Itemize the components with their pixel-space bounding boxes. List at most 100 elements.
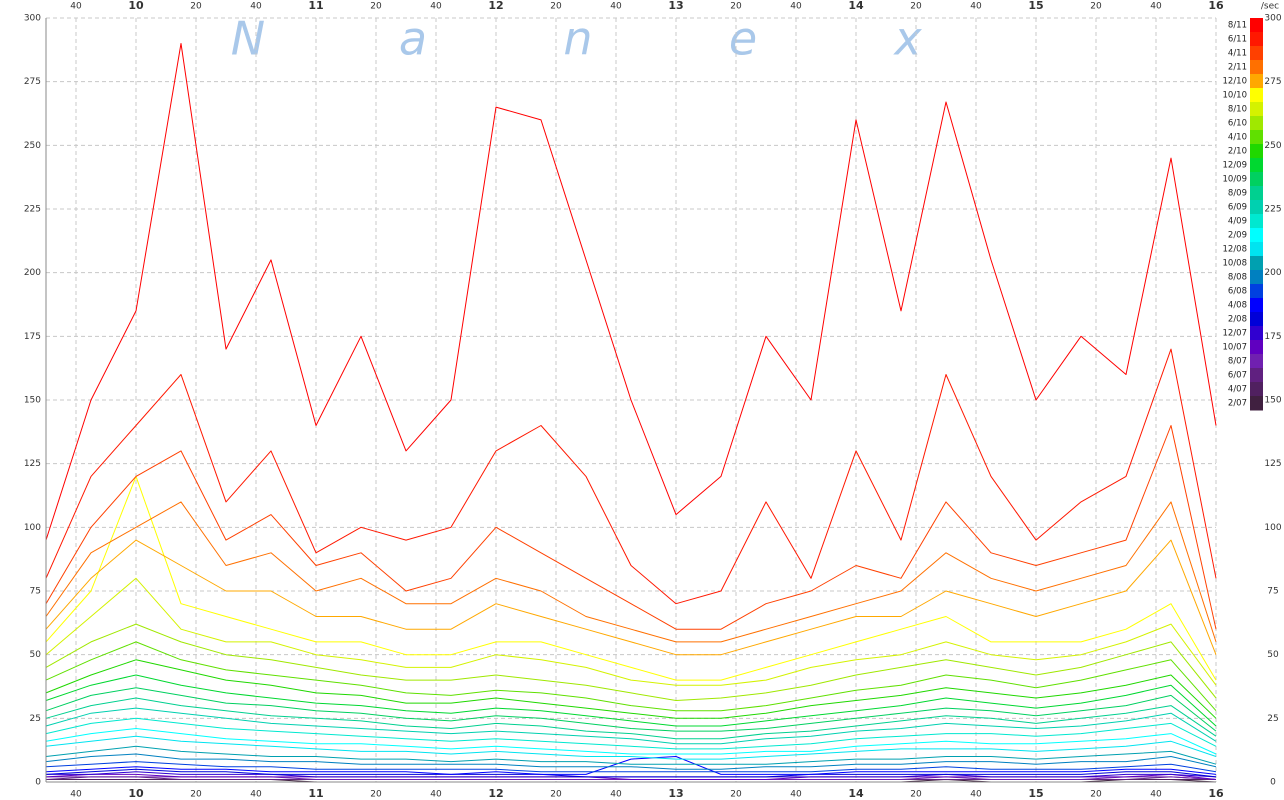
x-tick-label: 40 <box>1150 790 1162 800</box>
y2-tick-label: 25 <box>1267 714 1278 724</box>
y2-tick-label: 250 <box>1264 141 1281 151</box>
x-tick-label: 20 <box>910 790 922 800</box>
legend-label: 8/07 <box>1228 357 1247 367</box>
colorbar-swatch <box>1250 270 1263 285</box>
legend-label: 8/08 <box>1228 273 1247 283</box>
series-line <box>45 717 1217 750</box>
x-tick-label: 20 <box>730 790 742 800</box>
x-tick-label: 14 <box>848 787 864 800</box>
series-line <box>45 425 1217 630</box>
y-tick-label: 50 <box>30 650 42 660</box>
series-line <box>45 539 1217 656</box>
colorbar-swatch <box>1250 200 1263 215</box>
x-tick-label: 20 <box>370 790 382 800</box>
y2-tick-label: 0 <box>1270 778 1276 788</box>
series-line <box>45 745 1217 765</box>
watermark-letter: e <box>729 12 757 66</box>
legend-label: 12/08 <box>1223 245 1248 255</box>
colorbar-swatch <box>1250 172 1263 187</box>
colorbar-swatch <box>1250 228 1263 243</box>
series-line <box>45 687 1217 732</box>
series-line <box>45 348 1217 605</box>
x-tick-label: 11 <box>308 787 323 800</box>
y2-tick-label: 300 <box>1264 14 1281 24</box>
legend-label: 12/07 <box>1223 329 1248 339</box>
legend-label: 8/09 <box>1228 189 1247 199</box>
colorbar-swatch <box>1250 144 1263 159</box>
legend-label: 10/09 <box>1223 175 1248 185</box>
y-tick-label: 0 <box>35 778 41 788</box>
colorbar-swatch <box>1250 312 1263 327</box>
x-tick-label: 20 <box>1090 790 1102 800</box>
watermark-letter: N <box>231 12 265 66</box>
colorbar-swatch <box>1250 396 1263 411</box>
x-tick-label: 40 <box>610 2 622 12</box>
legend-label: 4/07 <box>1228 385 1247 395</box>
x-tick-label: 40 <box>250 790 262 800</box>
series-line <box>45 756 1217 775</box>
x-tick-label: 40 <box>70 2 82 12</box>
legend-label: 6/07 <box>1228 371 1247 381</box>
x-tick-label: 20 <box>550 2 562 12</box>
series-line <box>45 623 1217 701</box>
y-tick-label: 150 <box>24 396 41 406</box>
colorbar-swatch <box>1250 130 1263 145</box>
colorbar-swatch <box>1250 74 1263 89</box>
x-tick-label: 14 <box>848 0 864 12</box>
series-line <box>45 641 1217 712</box>
series-line <box>45 674 1217 727</box>
x-tick-label: 16 <box>1208 0 1224 12</box>
legend-label: 10/08 <box>1223 259 1248 269</box>
series-line <box>45 735 1217 760</box>
legend-label: 6/08 <box>1228 287 1247 297</box>
x-tick-label: 10 <box>128 0 144 12</box>
series-line <box>45 768 1217 778</box>
legend-label: 2/09 <box>1228 231 1247 241</box>
x-tick-label: 40 <box>790 790 802 800</box>
y-tick-label: 225 <box>24 205 41 215</box>
x-tick-label: 40 <box>610 790 622 800</box>
y2-tick-label: 125 <box>1264 459 1281 469</box>
y-tick-label: 300 <box>24 14 41 24</box>
legend-label: 8/10 <box>1228 105 1247 115</box>
colorbar-swatch <box>1250 102 1263 117</box>
x-tick-label: 40 <box>970 790 982 800</box>
colorbar-swatch <box>1250 354 1263 369</box>
legend-label: 6/11 <box>1228 35 1247 45</box>
x-tick-label: 13 <box>668 0 683 12</box>
series-line <box>45 475 1217 681</box>
y-tick-label: 100 <box>24 523 41 533</box>
y2-tick-label: 50 <box>1267 650 1279 660</box>
y2-tick-label: 225 <box>1264 205 1281 215</box>
legend-label: 4/09 <box>1228 217 1247 227</box>
y2-tick-label: 150 <box>1264 396 1281 406</box>
colorbar-swatch <box>1250 256 1263 271</box>
watermark-letter: a <box>399 12 427 66</box>
y-tick-label: 125 <box>24 459 41 469</box>
x-tick-label: 15 <box>1028 0 1043 12</box>
x-tick-label: 12 <box>488 0 503 12</box>
legend-label: 12/09 <box>1223 161 1248 171</box>
x-tick-label: 20 <box>730 2 742 12</box>
colorbar-swatch <box>1250 368 1263 383</box>
series-line <box>45 753 1217 770</box>
series-line <box>45 697 1217 740</box>
colorbar-swatch <box>1250 284 1263 299</box>
colorbar-swatch <box>1250 158 1263 173</box>
legend-label: 4/08 <box>1228 301 1247 311</box>
x-tick-label: 15 <box>1028 787 1043 800</box>
colorbar-swatch <box>1250 298 1263 313</box>
y2-tick-label: 200 <box>1264 268 1281 278</box>
legend-label: 4/10 <box>1228 133 1247 143</box>
legend-label: 4/11 <box>1228 49 1247 59</box>
x-tick-label: 40 <box>70 790 82 800</box>
colorbar-swatch <box>1250 60 1263 75</box>
watermark-letter: n <box>563 12 592 66</box>
legend-label: 10/10 <box>1223 91 1248 101</box>
colorbar-swatch <box>1250 242 1263 257</box>
x-tick-label: 10 <box>128 787 144 800</box>
legend-label: 2/10 <box>1228 147 1247 157</box>
x-tick-label: 20 <box>370 2 382 12</box>
y-tick-label: 250 <box>24 141 41 151</box>
